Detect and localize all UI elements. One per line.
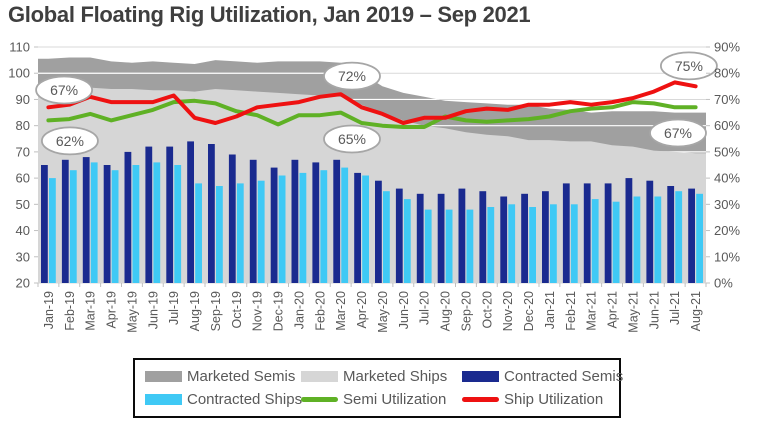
- legend-label: Contracted Semis: [504, 368, 624, 385]
- legend-label: Ship Utilization: [504, 391, 604, 408]
- svg-text:Nov-19: Nov-19: [251, 291, 265, 331]
- svg-text:Jan-21: Jan-21: [543, 291, 557, 329]
- svg-text:Apr-20: Apr-20: [355, 291, 369, 329]
- svg-text:20: 20: [16, 276, 30, 291]
- svg-text:40%: 40%: [714, 171, 740, 186]
- marketed-ships-area: [38, 86, 706, 283]
- legend-item-semi-utilization: Semi Utilization: [301, 391, 462, 408]
- legend-item-marketed-semis: Marketed Semis: [145, 368, 301, 385]
- svg-text:Nov-20: Nov-20: [501, 291, 515, 331]
- svg-text:Mar-19: Mar-19: [84, 291, 98, 331]
- svg-text:67%: 67%: [50, 82, 78, 98]
- ship-utilization-line: [46, 80, 698, 125]
- contracted-ships-bars: [49, 162, 703, 283]
- svg-text:72%: 72%: [338, 68, 366, 84]
- svg-text:90%: 90%: [714, 40, 740, 55]
- legend-label: Marketed Ships: [343, 368, 448, 385]
- svg-text:70: 70: [16, 144, 30, 159]
- svg-text:80%: 80%: [714, 66, 740, 81]
- svg-text:90: 90: [16, 92, 30, 107]
- svg-text:Dec-20: Dec-20: [522, 291, 536, 331]
- contracted-semis-bars: [41, 141, 695, 283]
- svg-text:Apr-21: Apr-21: [606, 291, 620, 329]
- utilization-chart: 67% 62% 72% 65% 75% 67% 20 30 40 50 60 70 80 90 100 110…: [8, 40, 740, 333]
- svg-text:Jul-19: Jul-19: [167, 291, 181, 325]
- svg-text:Jan-19: Jan-19: [42, 291, 56, 329]
- svg-text:100: 100: [8, 66, 30, 81]
- svg-text:Dec-19: Dec-19: [272, 291, 286, 331]
- svg-text:Jun-20: Jun-20: [397, 291, 411, 329]
- legend-item-contracted-semis: Contracted Semis: [462, 368, 623, 385]
- annotation-callout: 67%: [35, 75, 93, 105]
- contracted-semis-swatch-icon: [462, 371, 499, 382]
- svg-text:Apr-19: Apr-19: [105, 291, 119, 329]
- svg-text:0%: 0%: [714, 276, 733, 291]
- svg-text:62%: 62%: [56, 133, 84, 149]
- svg-text:40: 40: [16, 223, 30, 238]
- page-title: Global Floating Rig Utilization, Jan 201…: [8, 2, 531, 27]
- legend-label: Contracted Ships: [187, 391, 303, 408]
- svg-text:65%: 65%: [338, 131, 366, 147]
- svg-text:Aug-21: Aug-21: [689, 291, 703, 331]
- svg-text:Jun-21: Jun-21: [647, 291, 661, 329]
- svg-text:May-19: May-19: [125, 291, 139, 333]
- svg-text:110: 110: [9, 40, 30, 55]
- svg-text:May-20: May-20: [376, 291, 390, 333]
- legend-item-marketed-ships: Marketed Ships: [301, 368, 462, 385]
- chart-legend: Marketed Semis Marketed Ships Contracted…: [133, 358, 623, 418]
- svg-text:Oct-20: Oct-20: [480, 291, 494, 329]
- marketed-semis-swatch-icon: [145, 371, 182, 382]
- svg-text:70%: 70%: [714, 92, 740, 107]
- x-axis-labels: Jan-19 Feb-19 Mar-19 Apr-19 May-19 Jun-19 Jul-…: [42, 291, 703, 333]
- svg-text:Feb-21: Feb-21: [564, 291, 578, 331]
- svg-text:Jun-19: Jun-19: [146, 291, 160, 329]
- y-axis-left-labels: 20 30 40 50 60 70 80 90 100 110: [8, 40, 38, 291]
- annotation-callout: 62%: [41, 126, 99, 156]
- contracted-ships-swatch-icon: [145, 394, 182, 405]
- svg-text:Mar-20: Mar-20: [334, 291, 348, 331]
- svg-text:30: 30: [16, 249, 30, 264]
- y-axis-right-labels: 0% 10% 20% 30% 40% 50% 60% 70% 80% 90%: [706, 40, 740, 291]
- legend-label: Semi Utilization: [343, 391, 447, 408]
- svg-text:May-21: May-21: [626, 291, 640, 333]
- semi-utilization-swatch-icon: [301, 397, 338, 402]
- svg-text:50: 50: [16, 197, 30, 212]
- svg-text:Jul-21: Jul-21: [668, 291, 682, 325]
- marketed-ships-swatch-icon: [301, 371, 338, 382]
- svg-text:60%: 60%: [714, 118, 740, 133]
- svg-text:60: 60: [16, 171, 30, 186]
- annotation-callout: 65%: [323, 124, 381, 154]
- annotation-callout: 72%: [323, 61, 381, 91]
- svg-text:Jan-20: Jan-20: [292, 291, 306, 329]
- svg-text:Aug-20: Aug-20: [439, 291, 453, 331]
- semi-utilization-line: [46, 98, 698, 129]
- svg-text:75%: 75%: [675, 58, 703, 74]
- svg-text:30%: 30%: [714, 197, 740, 212]
- svg-text:80: 80: [16, 118, 30, 133]
- legend-item-contracted-ships: Contracted Ships: [145, 391, 303, 408]
- svg-text:20%: 20%: [714, 223, 740, 238]
- svg-text:Jul-20: Jul-20: [418, 291, 432, 325]
- svg-text:Aug-19: Aug-19: [188, 291, 202, 331]
- svg-text:Feb-19: Feb-19: [63, 291, 77, 331]
- svg-text:Sep-19: Sep-19: [209, 291, 223, 331]
- svg-text:67%: 67%: [664, 125, 692, 141]
- legend-item-ship-utilization: Ship Utilization: [462, 391, 623, 408]
- svg-text:50%: 50%: [714, 144, 740, 159]
- svg-text:10%: 10%: [714, 249, 740, 264]
- annotation-callout: 75%: [660, 51, 718, 81]
- svg-text:Mar-21: Mar-21: [585, 291, 599, 331]
- svg-text:Feb-20: Feb-20: [313, 291, 327, 331]
- annotation-callout: 67%: [649, 118, 707, 148]
- svg-text:Sep-20: Sep-20: [459, 291, 473, 331]
- legend-label: Marketed Semis: [187, 368, 296, 385]
- ship-utilization-swatch-icon: [462, 397, 499, 402]
- x-axis-ticks: [37, 283, 707, 287]
- svg-text:Oct-19: Oct-19: [230, 291, 244, 329]
